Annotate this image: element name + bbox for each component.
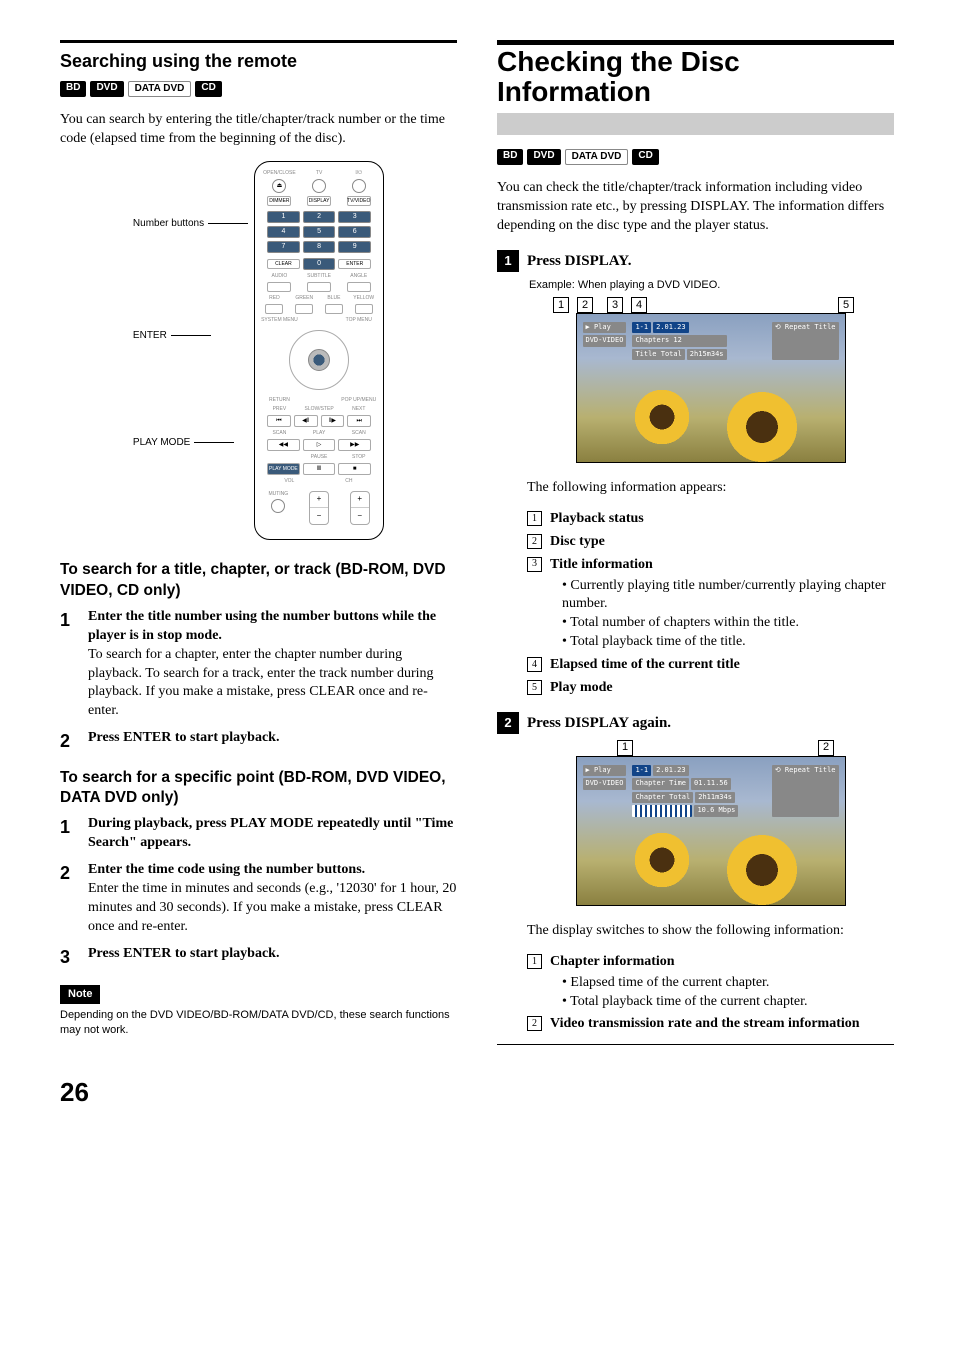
playmode-button: PLAY MODE: [267, 463, 300, 475]
step1-title: Press DISPLAY.: [527, 251, 631, 271]
screenshot-1: ▶ Play DVD-VIDEO 1-12.01.23 Chapters 12 …: [576, 313, 846, 463]
left-section-title: Searching using the remote: [60, 49, 457, 73]
right-disc-tags: BD DVD DATA DVD CD: [497, 149, 894, 165]
step1-number: 1: [497, 250, 519, 272]
sub1-title: To search for a title, chapter, or track…: [60, 560, 457, 602]
step2-info-list: 1Chapter information Elapsed time of the…: [527, 953, 894, 1035]
step1-info-list: 1Playback status 2Disc type 3Title infor…: [527, 510, 894, 698]
enter-button: [308, 349, 330, 371]
right-intro: You can check the title/chapter/track in…: [497, 179, 894, 236]
screenshot-2: ▶ Play DVD-VIDEO 1-12.01.23 Chapter Time…: [576, 756, 846, 906]
sub2-steps: 1 During playback, press PLAY MODE repea…: [60, 815, 457, 969]
sub2-title: To search for a specific point (BD-ROM, …: [60, 768, 457, 810]
tag-datadvd: DATA DVD: [128, 81, 192, 97]
step2-after: The display switches to show the followi…: [527, 922, 894, 941]
remote-diagram: Number buttons ENTER PLAY MODE OPEN/CLOS…: [60, 161, 457, 540]
step1-after: The following information appears:: [527, 479, 894, 498]
step2-number: 2: [497, 712, 519, 734]
remote-label-enter: ENTER: [133, 329, 167, 343]
note-label: Note: [60, 985, 100, 1004]
tag-bd: BD: [60, 81, 86, 97]
sub1-steps: 1 Enter the title number using the numbe…: [60, 608, 457, 754]
eject-icon: ⏏: [272, 179, 286, 193]
tag-dvd: DVD: [90, 81, 123, 97]
page-number: 26: [60, 1075, 894, 1110]
left-intro: You can search by entering the title/cha…: [60, 111, 457, 149]
step1-example: Example: When playing a DVD VIDEO.: [529, 278, 894, 293]
note-text: Depending on the DVD VIDEO/BD-ROM/DATA D…: [60, 1008, 457, 1038]
tag-cd: CD: [195, 81, 221, 97]
big-heading: Checking the Disc Information: [497, 40, 894, 135]
step2-title: Press DISPLAY again.: [527, 713, 671, 733]
number-buttons: 1 2 3 4 5 6 7 8 9: [267, 211, 371, 253]
dpad: [261, 330, 377, 390]
remote-label-playmode: PLAY MODE: [133, 436, 190, 450]
remote-label-numbers: Number buttons: [133, 217, 204, 231]
left-disc-tags: BD DVD DATA DVD CD: [60, 81, 457, 97]
